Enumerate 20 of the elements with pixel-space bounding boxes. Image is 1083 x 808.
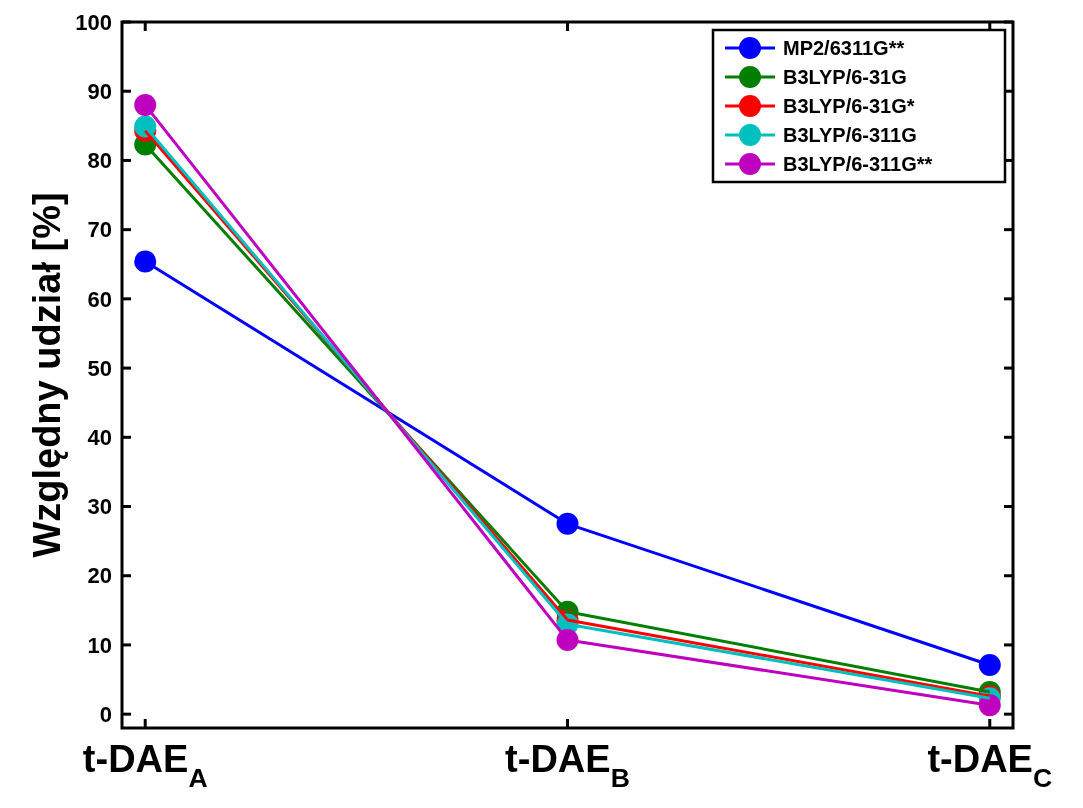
y-tick-label: 0 [99, 701, 112, 727]
y-tick-label: 50 [87, 355, 112, 381]
y-tick-label: 20 [87, 563, 112, 589]
y-tick-label: 60 [87, 286, 112, 312]
y-axis-title: Względny udział [%] [26, 192, 68, 558]
legend-label: B3LYP/6-311G [783, 124, 917, 146]
legend-label: B3LYP/6-31G* [783, 95, 915, 117]
y-tick-label: 10 [87, 632, 112, 658]
y-tick-label: 100 [75, 9, 112, 35]
y-tick-label: 70 [87, 217, 112, 243]
x-tick-label: t-DAE$_{A}$ [82, 738, 208, 793]
y-tick-label: 80 [87, 148, 112, 174]
legend-label: MP2/6311G** [783, 37, 905, 59]
legend-label: B3LYP/6-311G** [783, 153, 933, 175]
x-tick-label: t-DAE$_{B}$ [505, 738, 630, 793]
x-tick-label: t-DAE$_{C}$ [927, 738, 1053, 793]
y-tick-label: 40 [87, 424, 112, 450]
legend-label: B3LYP/6-31G [783, 66, 907, 88]
y-tick-label: 90 [87, 78, 112, 104]
y-tick-label: 30 [87, 494, 112, 520]
